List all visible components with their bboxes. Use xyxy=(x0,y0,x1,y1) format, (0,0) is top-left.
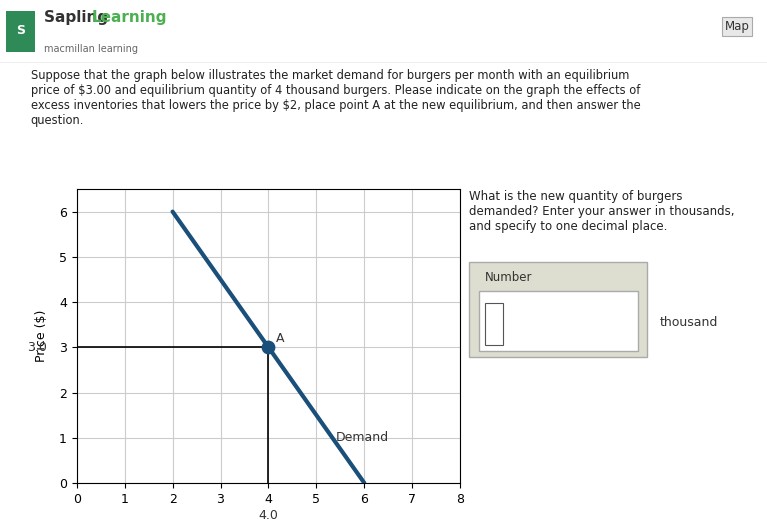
Text: Learning: Learning xyxy=(92,10,167,25)
Point xyxy=(262,343,275,352)
FancyBboxPatch shape xyxy=(485,303,503,345)
Text: Map: Map xyxy=(725,20,749,33)
Y-axis label: Price ($): Price ($) xyxy=(35,310,48,362)
FancyBboxPatch shape xyxy=(469,261,647,358)
Text: Number: Number xyxy=(485,270,532,284)
Text: Sapling: Sapling xyxy=(44,10,114,25)
Text: What is the new quantity of burgers
demanded? Enter your answer in thousands,
an: What is the new quantity of burgers dema… xyxy=(469,190,735,233)
Text: Demand: Demand xyxy=(336,431,389,444)
FancyBboxPatch shape xyxy=(6,10,35,51)
FancyBboxPatch shape xyxy=(479,291,638,351)
Text: 3.0: 3.0 xyxy=(27,341,47,354)
Text: A: A xyxy=(275,332,284,344)
Text: Suppose that the graph below illustrates the market demand for burgers per month: Suppose that the graph below illustrates… xyxy=(31,69,640,127)
Text: 4.0: 4.0 xyxy=(258,509,278,522)
Text: S: S xyxy=(16,24,25,37)
Text: macmillan learning: macmillan learning xyxy=(44,44,139,54)
Text: thousand: thousand xyxy=(660,317,718,329)
